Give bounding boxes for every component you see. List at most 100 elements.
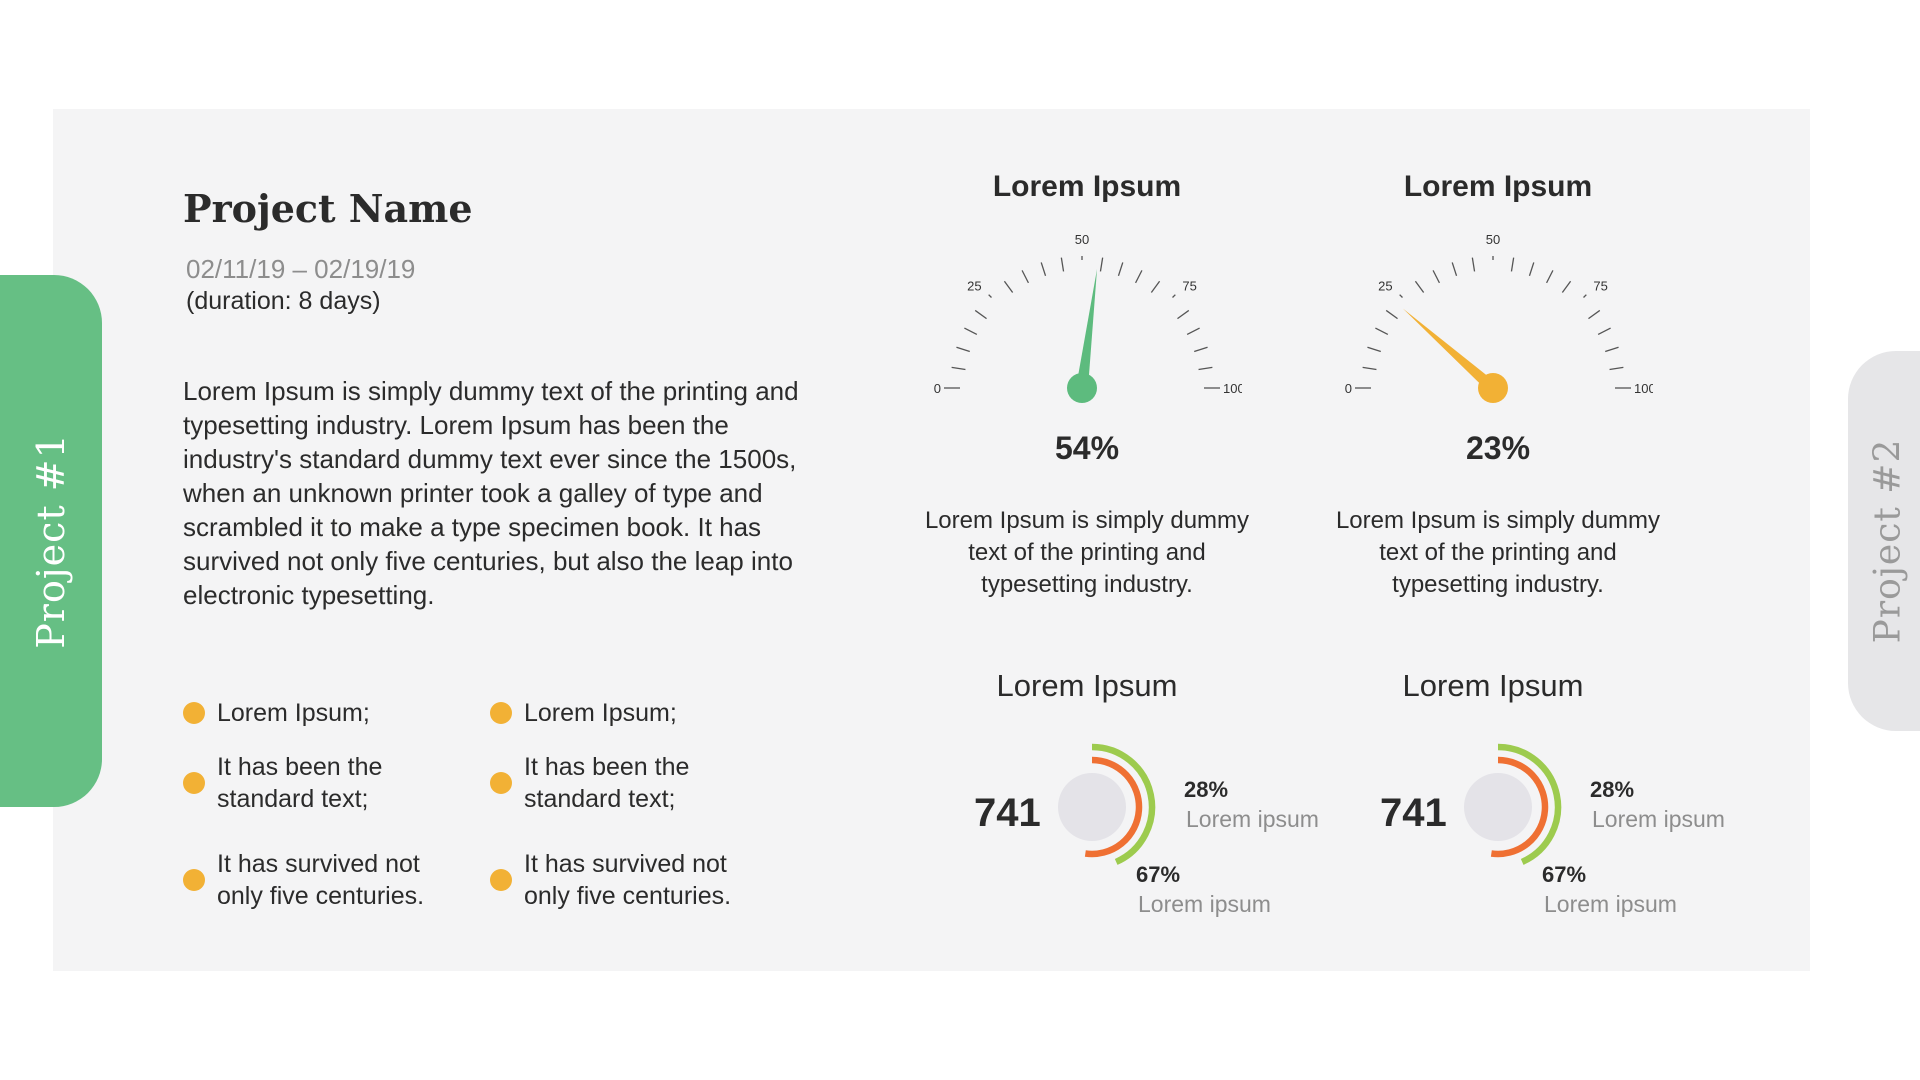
project-dates: 02/11/19 – 02/19/19 [186,254,416,284]
gauge-tick [1451,262,1458,276]
project-1-tab-label: Project #1 [29,433,73,649]
project-1-tab[interactable] [0,275,102,807]
gauge-tick [1385,309,1398,320]
gauge-tick-label: 100 [1223,381,1242,396]
gauge-tick-label: 0 [1345,381,1352,396]
donut-outer-ring [1497,743,1562,865]
project-title: Project Name [183,186,473,231]
gauge-tick [1414,280,1425,293]
gauge-needle [1402,308,1497,393]
gauge-tick [1510,257,1515,272]
gauge-tick-label: 0 [934,381,941,396]
gauge-chart: 0 25 50 75 100 [934,232,1242,403]
bullet-dot-icon [183,869,205,891]
gauge-tick [1150,280,1161,293]
project-2-tab[interactable] [1848,351,1920,731]
donut-title: Lorem Ipsum [1402,668,1584,703]
gauge-tick-label: 25 [1378,278,1392,293]
donut-outer-ring [1091,743,1156,865]
donut-outer-caption: Lorem ipsum [1186,806,1319,832]
donut-center [1464,773,1532,841]
gauge-value: 54% [1054,430,1120,466]
gauge-tick [1583,294,1587,298]
donut-inner-ring [1084,756,1143,858]
gauge-tick-label: 100 [1634,381,1653,396]
gauge-tick [1040,262,1047,276]
bullet-item: Lorem Ipsum; [490,697,770,729]
donut-inner-percent: 67% [1136,862,1181,887]
donut-center [1058,773,1126,841]
gauge-tick [1528,262,1535,276]
gauge-tick [956,346,970,353]
gauge-tick [951,366,966,371]
gauge-tick [1003,280,1014,293]
gauge-tick [974,309,987,320]
gauge-description: Lorem Ipsum is simply dummy text of the … [1335,507,1661,598]
bullet-item: It has survived not only five centuries. [490,848,770,912]
gauge-tick [1545,270,1554,284]
gauge-tick [1399,294,1403,298]
gauge-hub [1478,373,1508,403]
bullet-text: It has survived not only five centuries. [524,850,732,910]
donut-inner-caption: Lorem ipsum [1138,891,1271,917]
gauge-chart: 0 25 50 75 100 [1345,232,1653,403]
gauge-tick [1194,346,1208,353]
bullet-text: It has been the standard text; [524,753,690,813]
donut-outer-percent: 28% [1590,777,1635,802]
gauge-tick [1588,309,1601,320]
donut-inner-ring [1490,756,1549,858]
gauge-tick [1134,270,1143,284]
bullet-item: Lorem Ipsum; [183,697,463,729]
gauge-tick [1117,262,1124,276]
gauge-tick [1609,366,1624,371]
gauge-tick-label: 50 [1486,232,1500,247]
gauge-tick-label: 25 [967,278,981,293]
donut-chart [1058,743,1156,865]
donut-total: 741 [974,791,1041,835]
donut-inner-caption: Lorem ipsum [1544,891,1677,917]
gauge-tick [1561,280,1572,293]
gauge-tick [1367,346,1381,353]
donut-outer-caption: Lorem ipsum [1592,806,1725,832]
gauge-tick [1099,257,1104,272]
donut-title: Lorem Ipsum [996,668,1178,703]
gauge-tick [988,294,992,298]
donut-inner-percent: 67% [1542,862,1587,887]
gauge-tick [1605,346,1619,353]
gauge-tick [1198,366,1213,371]
gauge-value: 23% [1465,430,1531,466]
bullet-text: Lorem Ipsum; [217,699,370,727]
gauge-title: Lorem Ipsum [992,170,1182,203]
gauge-tick [1172,294,1176,298]
gauge-hub [1067,373,1097,403]
gauge-tick [1432,270,1441,284]
bullet-dot-icon [490,869,512,891]
donut-chart [1464,743,1562,865]
bullet-text: Lorem Ipsum; [524,699,677,727]
bullet-dot-icon [183,772,205,794]
bullet-dot-icon [490,772,512,794]
gauge-needle [1076,268,1098,389]
gauge-tick [964,327,978,336]
bullet-text: It has been the standard text; [217,753,383,813]
bullet-dot-icon [490,702,512,724]
donut-total: 741 [1380,791,1447,835]
bullet-item: It has survived not only five centuries. [183,848,463,912]
bullet-dot-icon [183,702,205,724]
gauge-tick [1177,309,1190,320]
gauge-tick [1597,327,1611,336]
gauge-tick [1375,327,1389,336]
project-2-tab-label: Project #2 [1867,438,1909,644]
project-duration: (duration: 8 days) [186,287,381,315]
gauge-tick [1060,257,1065,272]
gauge-tick-label: 75 [1593,278,1607,293]
gauge-tick-label: 75 [1182,278,1196,293]
gauge-tick [1471,257,1476,272]
gauge-tick [1021,270,1030,284]
gauge-tick [1186,327,1200,336]
bullet-item: It has been the standard text; [183,751,463,815]
project-description: Lorem Ipsum is simply dummy text of the … [183,376,799,610]
gauge-tick-label: 50 [1075,232,1089,247]
donut-outer-percent: 28% [1184,777,1229,802]
gauge-description: Lorem Ipsum is simply dummy text of the … [924,507,1250,598]
